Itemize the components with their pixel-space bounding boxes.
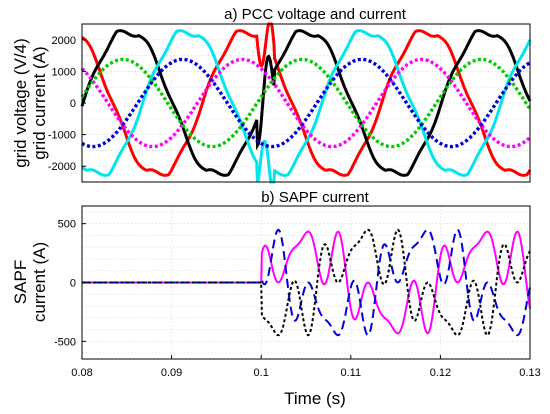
y-axis-label-b-line1: SAPF bbox=[11, 260, 30, 304]
chart-title-a: a) PCC voltage and current bbox=[224, 6, 407, 23]
y-tick-label: 2000 bbox=[52, 35, 76, 47]
x-tick-label: 0.08 bbox=[71, 367, 92, 379]
y-ticks-b: 500 0 -500 bbox=[54, 219, 86, 348]
y-ticks-a: 2000 1000 0 -1000 -2000 bbox=[48, 35, 86, 173]
series-a-1 bbox=[80, 29, 532, 177]
y-tick-label: -500 bbox=[54, 336, 76, 348]
y-tick-label: 0 bbox=[70, 278, 76, 290]
series-b-1 bbox=[82, 228, 531, 337]
x-axis-label: Time (s) bbox=[284, 389, 346, 408]
series-a-3 bbox=[80, 57, 532, 149]
chart-title-b: b) SAPF current bbox=[261, 189, 369, 206]
y-axis-label-a-line2: grid current (A) bbox=[30, 46, 49, 159]
panel-sapf-current: b) SAPF current 500 0 -500 0.08 0.09 0.1 0.11… bbox=[11, 189, 541, 408]
y-axis-label-b-line2: current (A) bbox=[30, 242, 49, 322]
series-group-a bbox=[80, 22, 532, 184]
panel-pcc-voltage-current: a) PCC voltage and current 2000 1000 0 -100… bbox=[11, 6, 532, 184]
x-tick-label: 0.11 bbox=[341, 367, 362, 379]
y-tick-label: 500 bbox=[58, 219, 76, 231]
x-tick-label: 0.12 bbox=[430, 367, 451, 379]
y-tick-label: 1000 bbox=[52, 66, 76, 78]
y-axis-label-a-line1: grid voltage (V/4) bbox=[11, 38, 30, 167]
series-a-5 bbox=[81, 57, 531, 149]
x-ticks-b: 0.08 0.09 0.1 0.11 0.12 0.13 bbox=[71, 355, 541, 379]
x-tick-label: 0.13 bbox=[519, 367, 540, 379]
x-tick-label: 0.1 bbox=[254, 367, 269, 379]
x-tick-label: 0.09 bbox=[161, 367, 182, 379]
series-b-2 bbox=[82, 228, 531, 337]
series-a-4 bbox=[80, 57, 532, 149]
series-group-b bbox=[82, 228, 531, 337]
y-tick-label: -1000 bbox=[48, 130, 76, 142]
series-a-0 bbox=[81, 22, 532, 177]
y-tick-label: 0 bbox=[70, 98, 76, 110]
series-a-2 bbox=[81, 29, 532, 184]
y-tick-label: -2000 bbox=[48, 161, 76, 173]
